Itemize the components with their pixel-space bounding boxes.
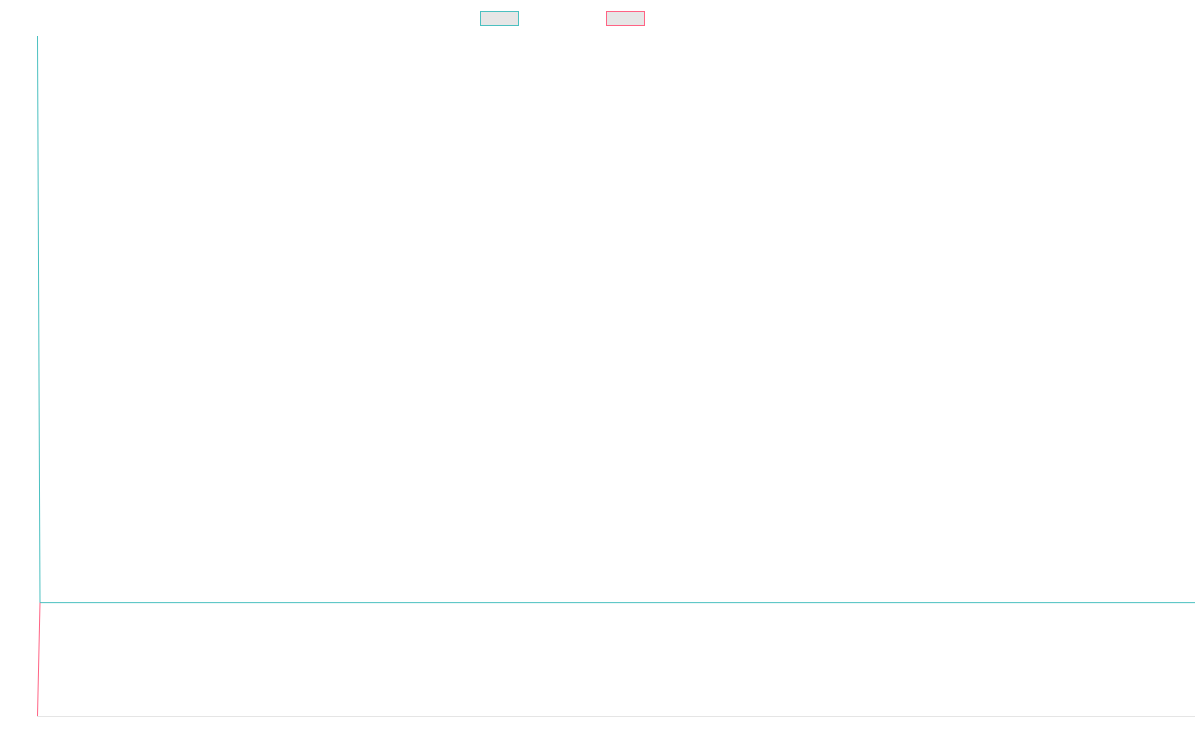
series-1-line: [37, 35, 1195, 604]
series-2: [37, 602, 41, 717]
legend-item-series-2[interactable]: [606, 9, 649, 27]
series-2-line: [37, 602, 41, 717]
legend-item-series-1[interactable]: [480, 9, 523, 27]
series-1: [37, 35, 1195, 604]
legend: [480, 9, 649, 27]
series-layer: [37, 35, 1195, 717]
legend-swatch-series-1: [480, 10, 519, 26]
legend-swatch-series-2: [606, 10, 645, 26]
